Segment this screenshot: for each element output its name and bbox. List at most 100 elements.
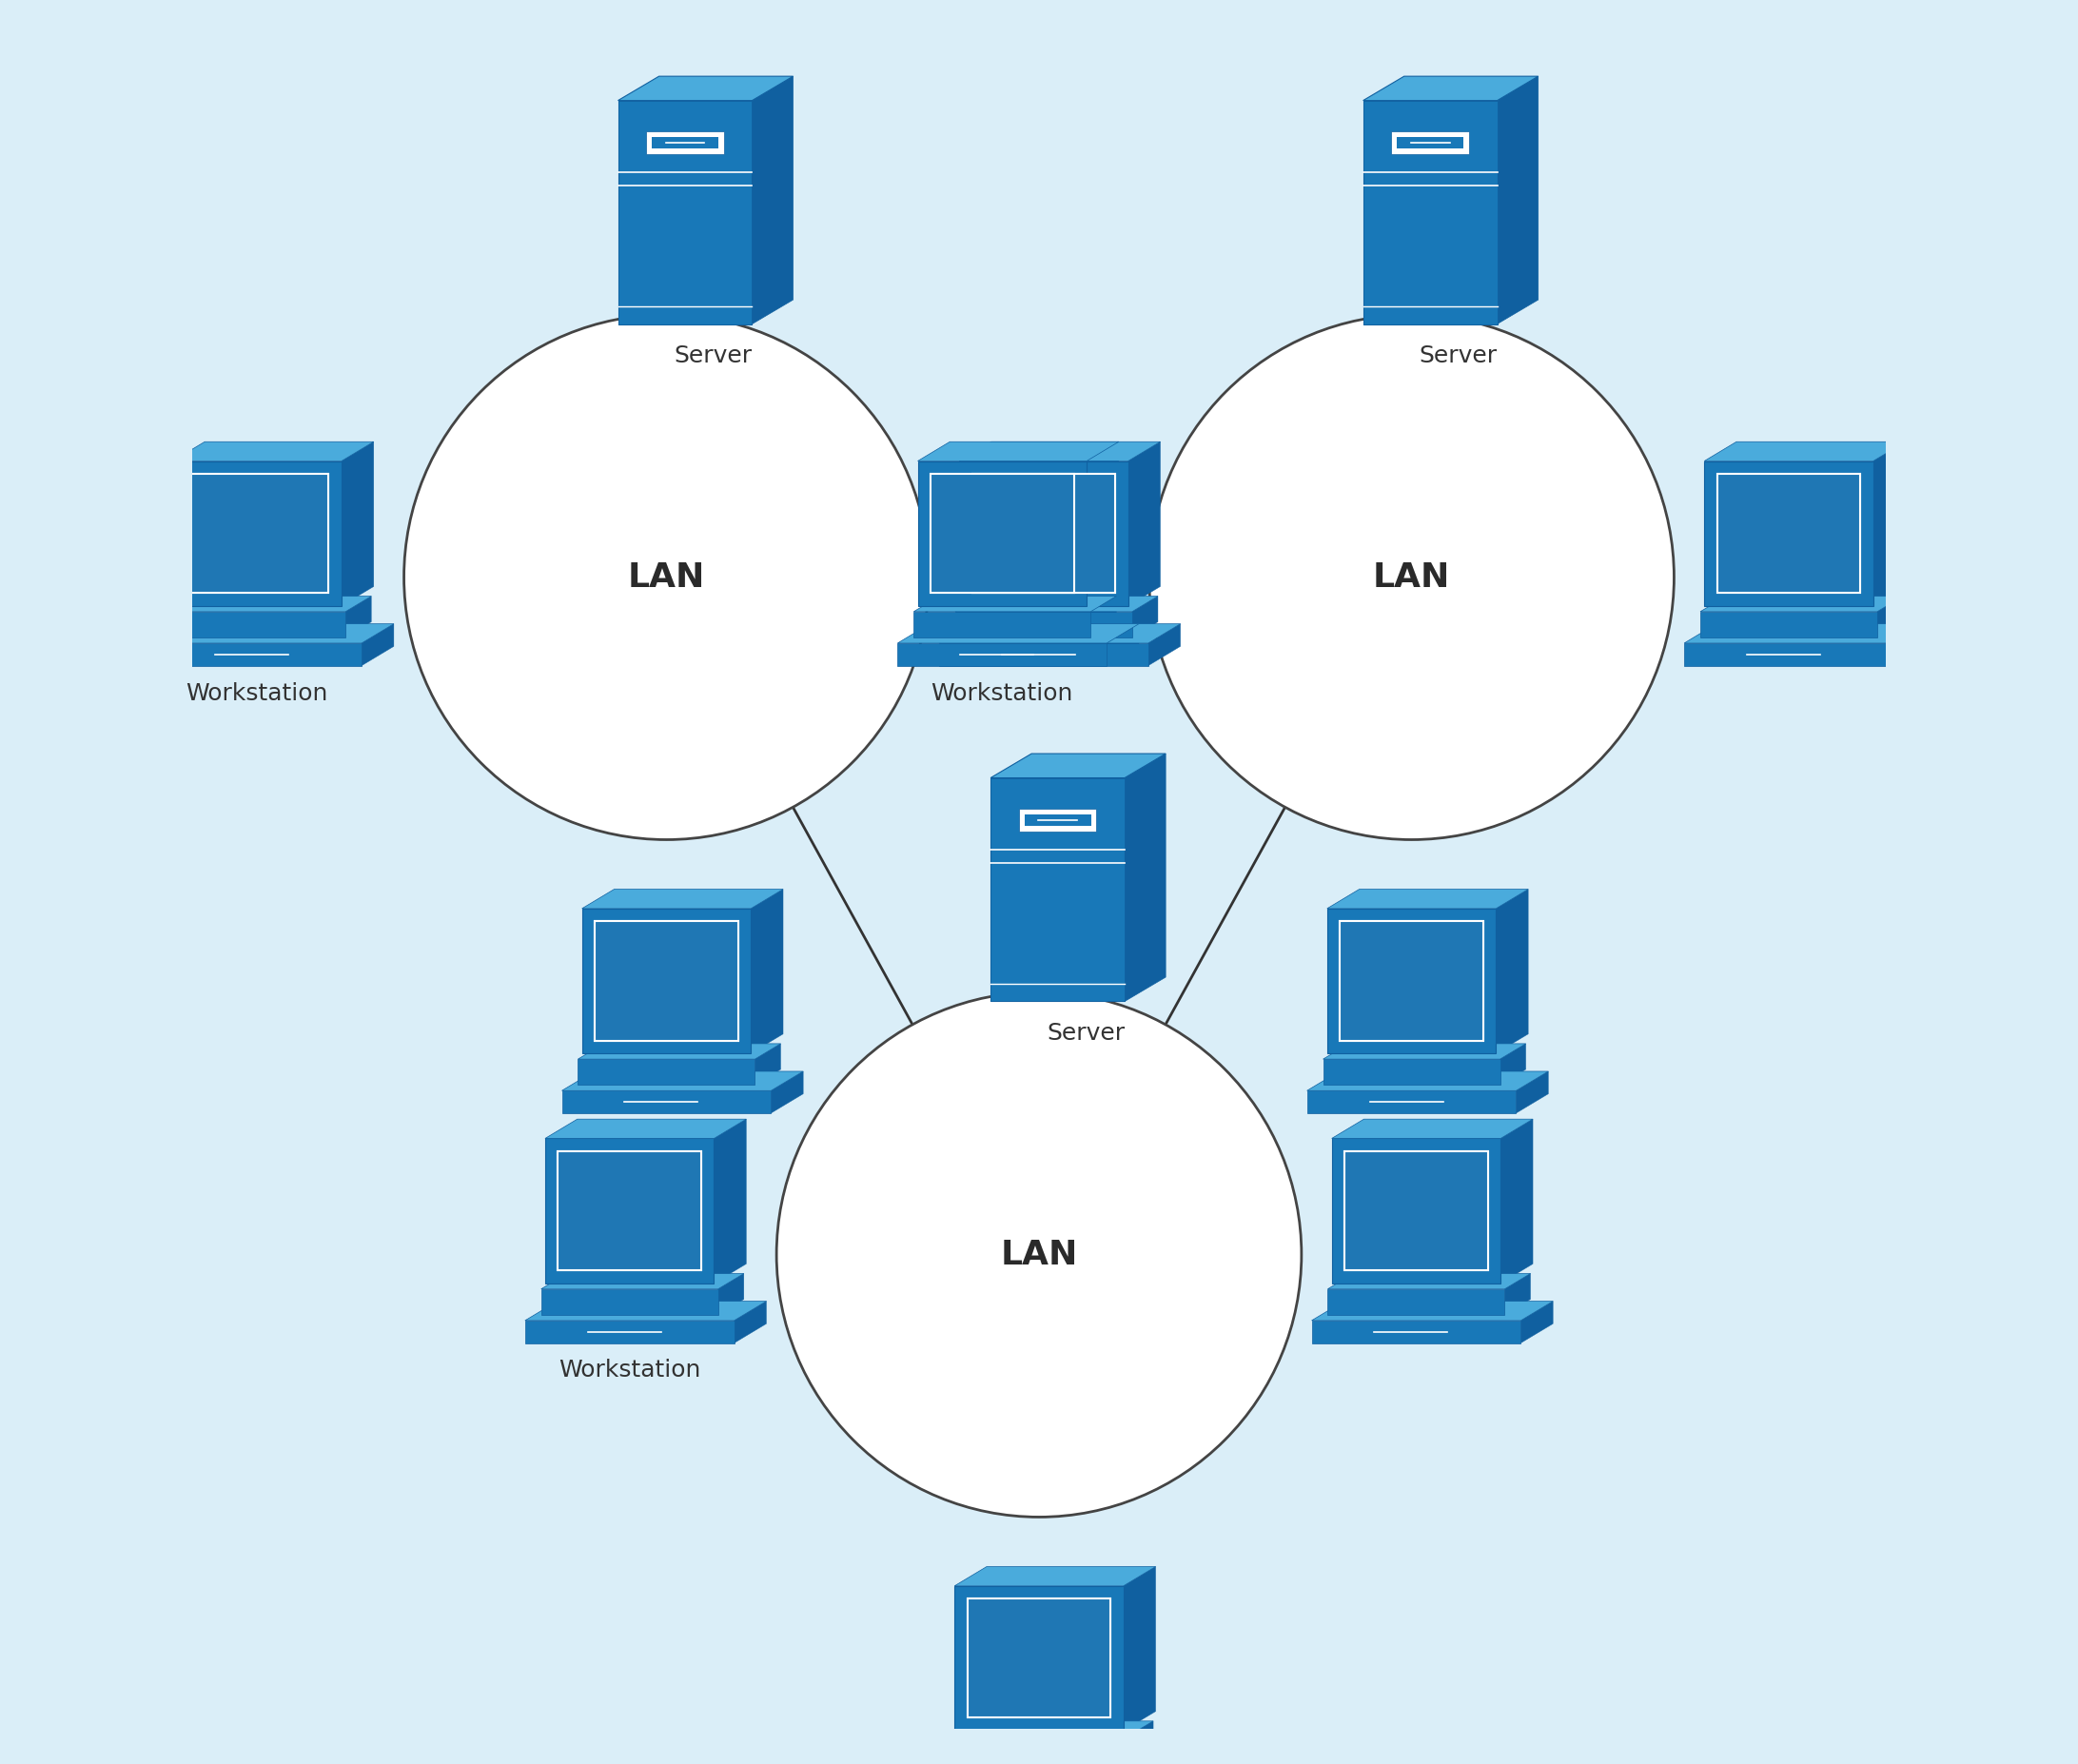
Bar <box>939 482 1066 586</box>
Bar <box>185 475 328 593</box>
Bar <box>594 921 738 1041</box>
Bar <box>594 921 738 1041</box>
Polygon shape <box>960 441 1160 460</box>
Polygon shape <box>991 778 1124 850</box>
Polygon shape <box>898 644 1108 665</box>
Polygon shape <box>1307 1090 1517 1113</box>
Bar <box>968 1598 1110 1718</box>
Circle shape <box>777 991 1301 1517</box>
Bar <box>931 475 1074 593</box>
Polygon shape <box>1324 1044 1525 1058</box>
Polygon shape <box>1311 1302 1552 1321</box>
Polygon shape <box>544 1118 746 1138</box>
Polygon shape <box>168 612 345 637</box>
Bar <box>646 132 723 153</box>
Polygon shape <box>1143 1748 1176 1764</box>
Bar <box>193 482 320 586</box>
Bar <box>1344 1152 1488 1270</box>
Polygon shape <box>1124 1566 1155 1730</box>
Polygon shape <box>1498 76 1538 325</box>
Bar <box>1392 132 1469 153</box>
Bar <box>652 138 719 148</box>
Polygon shape <box>719 1274 744 1314</box>
Polygon shape <box>540 1289 719 1314</box>
Polygon shape <box>734 1302 767 1342</box>
Text: Server: Server <box>1419 344 1498 367</box>
Polygon shape <box>561 1071 804 1090</box>
Polygon shape <box>954 1566 1155 1586</box>
Polygon shape <box>752 76 794 325</box>
Polygon shape <box>1700 612 1876 637</box>
Bar <box>968 1598 1110 1718</box>
Bar <box>1716 475 1860 593</box>
Bar <box>973 475 1116 593</box>
Text: LAN: LAN <box>1000 1238 1078 1270</box>
Polygon shape <box>544 1138 715 1282</box>
Bar <box>1353 1159 1480 1263</box>
Polygon shape <box>954 1586 1124 1730</box>
Polygon shape <box>1328 908 1496 1053</box>
Bar <box>1024 815 1091 826</box>
Bar <box>1340 921 1484 1041</box>
Text: Workstation: Workstation <box>931 681 1072 704</box>
Polygon shape <box>918 460 1087 605</box>
Polygon shape <box>991 863 1124 1002</box>
Text: LAN: LAN <box>1374 561 1450 593</box>
Polygon shape <box>960 460 1128 605</box>
Polygon shape <box>771 1071 804 1113</box>
Polygon shape <box>526 1302 767 1321</box>
Polygon shape <box>1311 1321 1521 1342</box>
Bar <box>603 930 729 1032</box>
Bar <box>981 482 1108 586</box>
Bar <box>1396 138 1463 148</box>
Polygon shape <box>1363 185 1498 325</box>
Polygon shape <box>939 644 1149 665</box>
Bar <box>559 1152 700 1270</box>
Polygon shape <box>1332 1138 1500 1282</box>
Bar <box>1344 1152 1488 1270</box>
Circle shape <box>403 314 929 840</box>
Bar <box>559 1152 700 1270</box>
Polygon shape <box>956 612 1133 637</box>
Polygon shape <box>578 1058 754 1085</box>
Polygon shape <box>1332 1118 1534 1138</box>
Polygon shape <box>168 596 372 612</box>
Bar <box>1018 810 1097 831</box>
Polygon shape <box>617 185 752 325</box>
Polygon shape <box>914 596 1116 612</box>
Polygon shape <box>1517 1071 1548 1113</box>
Bar <box>565 1159 694 1263</box>
Polygon shape <box>1087 441 1118 605</box>
Polygon shape <box>582 889 783 908</box>
Polygon shape <box>1328 889 1527 908</box>
Bar <box>185 475 328 593</box>
Bar <box>1725 482 1851 586</box>
Polygon shape <box>1500 1044 1525 1085</box>
Bar <box>1349 930 1475 1032</box>
Polygon shape <box>341 441 374 605</box>
Polygon shape <box>1363 101 1498 173</box>
Polygon shape <box>1704 460 1872 605</box>
Polygon shape <box>1128 1722 1153 1762</box>
Polygon shape <box>898 624 1139 644</box>
Bar <box>975 1607 1103 1709</box>
Polygon shape <box>956 596 1157 612</box>
Polygon shape <box>617 101 752 173</box>
Bar <box>1716 475 1860 593</box>
Polygon shape <box>1149 624 1180 665</box>
Polygon shape <box>561 1090 771 1113</box>
Circle shape <box>1149 314 1675 840</box>
Polygon shape <box>526 1321 734 1342</box>
Polygon shape <box>582 908 750 1053</box>
Polygon shape <box>1521 1302 1552 1342</box>
Text: Server: Server <box>1047 1021 1124 1044</box>
Polygon shape <box>1124 753 1166 1002</box>
Polygon shape <box>1328 1289 1504 1314</box>
Polygon shape <box>1683 644 1893 665</box>
Text: Server: Server <box>673 344 752 367</box>
Polygon shape <box>1700 596 1903 612</box>
Polygon shape <box>152 644 362 665</box>
Polygon shape <box>617 101 752 325</box>
Polygon shape <box>152 624 395 644</box>
Bar <box>931 475 1074 593</box>
